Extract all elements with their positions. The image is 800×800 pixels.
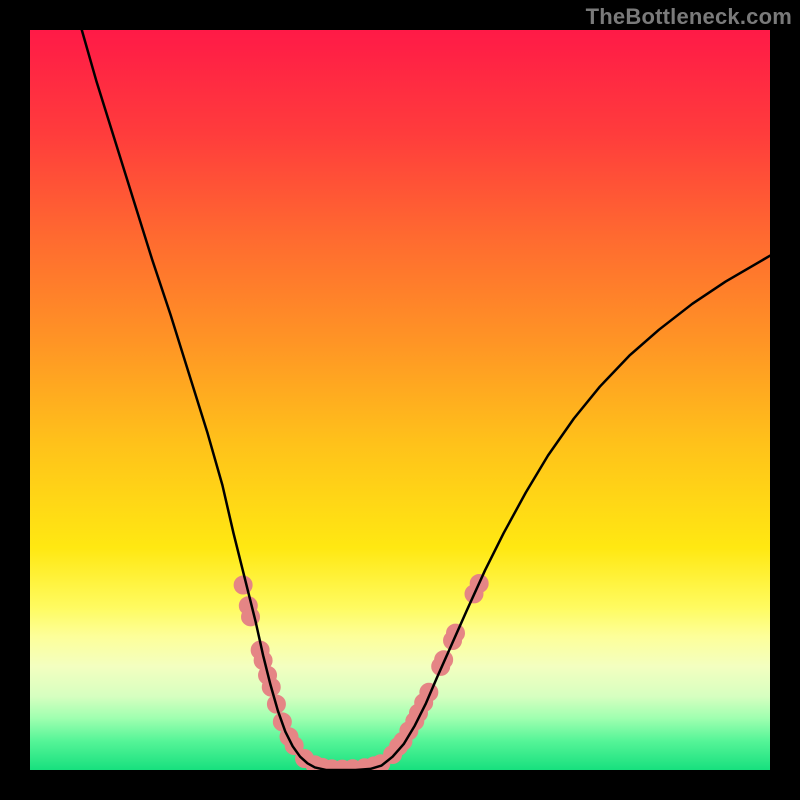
bottleneck-chart xyxy=(0,0,800,800)
plot-background xyxy=(30,30,770,770)
chart-container: TheBottleneck.com xyxy=(0,0,800,800)
marker-dot xyxy=(234,576,252,594)
